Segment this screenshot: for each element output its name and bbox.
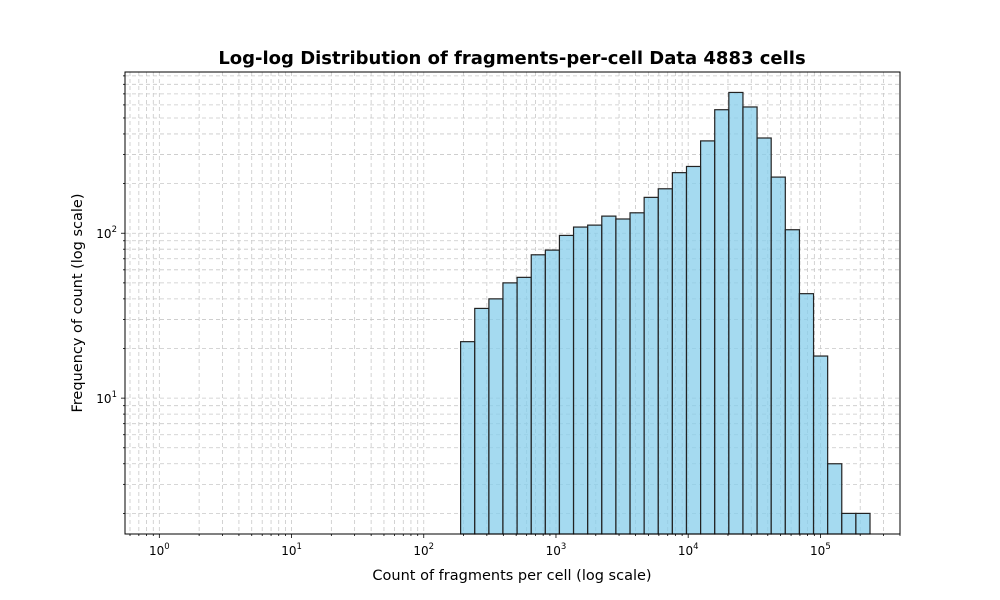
histogram-bar [770, 176, 786, 535]
histogram-bar [474, 307, 490, 535]
histogram-bar [572, 226, 589, 535]
histogram-bar [657, 188, 673, 535]
histogram-bar [685, 165, 702, 535]
chart-title: Log-log Distribution of fragments-per-ce… [218, 48, 805, 69]
y-tick-label: 102 [96, 225, 117, 241]
histogram-bar [784, 229, 801, 535]
histogram-bar [855, 512, 871, 535]
histogram-bar [558, 234, 575, 535]
bars [460, 91, 871, 535]
histogram-bar [827, 463, 843, 535]
x-tick-label: 102 [413, 542, 434, 558]
y-tick-label: 101 [96, 390, 117, 406]
x-tick-label: 104 [678, 542, 699, 558]
x-tick-label: 105 [810, 542, 831, 558]
histogram-bar [742, 106, 758, 535]
histogram-bar [516, 276, 532, 535]
y-axis-label: Frequency of count (log scale) [70, 193, 86, 412]
histogram-bar [587, 224, 603, 535]
histogram-bar [798, 293, 815, 535]
histogram-bar [629, 212, 645, 535]
histogram-bar [544, 249, 561, 535]
histogram-bar [841, 512, 857, 535]
histogram-bar [756, 137, 772, 535]
histogram-bar [601, 215, 617, 535]
x-tick-label: 100 [149, 542, 170, 558]
histogram-bar [530, 254, 546, 535]
x-tick-label: 103 [546, 542, 567, 558]
x-axis-label: Count of fragments per cell (log scale) [372, 568, 651, 584]
histogram-bar [671, 172, 688, 535]
histogram-bar [488, 298, 504, 535]
histogram-bar [700, 140, 716, 535]
ticks: 100 101 102 103 104 105 101 102 [96, 75, 901, 558]
histogram-bar [615, 218, 631, 535]
histogram-bar [643, 196, 659, 535]
plot-frame [124, 71, 901, 535]
histogram-bar [728, 91, 744, 535]
histogram-bar [812, 355, 829, 535]
histogram-bar [502, 282, 518, 535]
histogram-bar [460, 341, 476, 535]
histogram-bar [714, 109, 730, 535]
x-tick-label: 101 [281, 542, 302, 558]
